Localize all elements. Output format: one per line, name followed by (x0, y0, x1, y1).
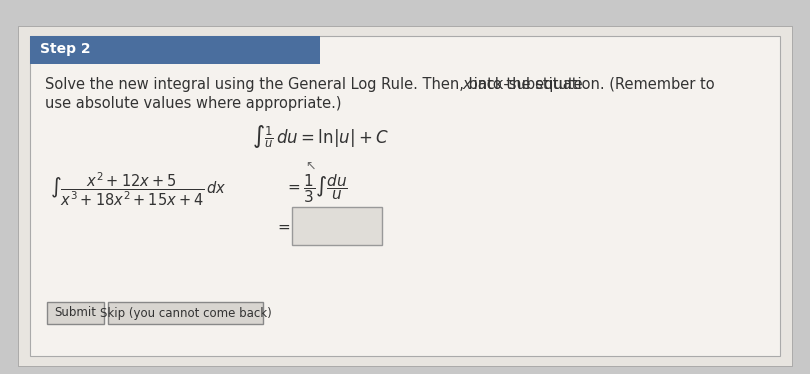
Text: into the equation. (Remember to: into the equation. (Remember to (469, 77, 714, 92)
Text: x: x (462, 77, 471, 92)
Text: use absolute values where appropriate.): use absolute values where appropriate.) (45, 95, 342, 110)
FancyBboxPatch shape (30, 36, 320, 64)
Text: Step 2: Step 2 (40, 42, 91, 56)
FancyBboxPatch shape (292, 207, 382, 245)
Text: $\int \dfrac{x^2 + 12x + 5}{x^3 + 18x^2 + 15x + 4}\, dx$: $\int \dfrac{x^2 + 12x + 5}{x^3 + 18x^2 … (50, 170, 227, 208)
Text: $=$: $=$ (275, 218, 291, 233)
FancyBboxPatch shape (30, 36, 780, 356)
Text: Skip (you cannot come back): Skip (you cannot come back) (100, 307, 272, 319)
Text: Submit: Submit (54, 307, 96, 319)
FancyBboxPatch shape (18, 26, 792, 366)
Text: Solve the new integral using the General Log Rule. Then, back-substitute: Solve the new integral using the General… (45, 77, 587, 92)
Text: $= \dfrac{1}{3}\int \dfrac{du}{u}$: $= \dfrac{1}{3}\int \dfrac{du}{u}$ (285, 173, 348, 205)
FancyBboxPatch shape (47, 302, 104, 324)
FancyBboxPatch shape (108, 302, 263, 324)
Text: $\int \frac{1}{u}\, du = \ln|u| + C$: $\int \frac{1}{u}\, du = \ln|u| + C$ (252, 123, 388, 150)
Text: $\nwarrow$: $\nwarrow$ (304, 159, 317, 172)
